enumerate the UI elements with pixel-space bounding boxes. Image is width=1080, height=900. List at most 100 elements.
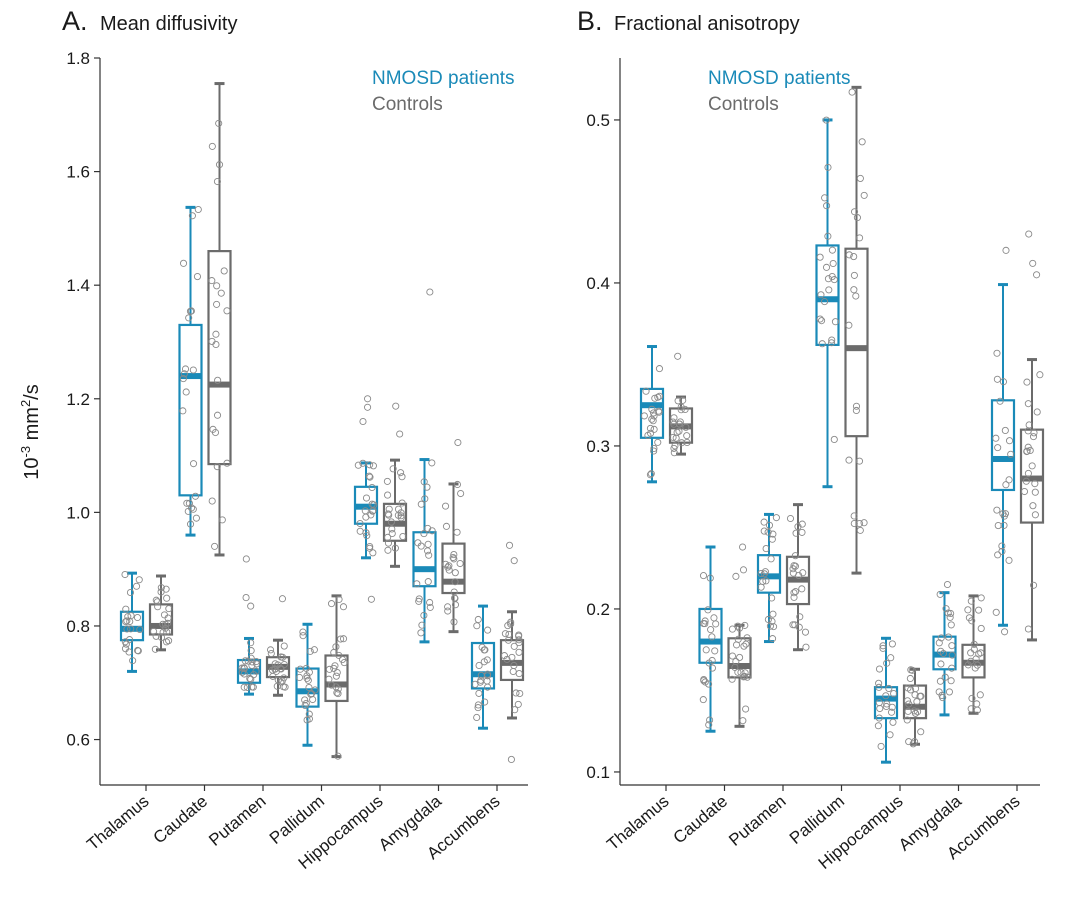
b-patients-3-sample-dot <box>828 336 836 344</box>
panel-b-fractional-anisotropy: B. Fractional anisotropy NMOSD patients … <box>577 6 1045 873</box>
a-controls-6-outlier-dot <box>507 755 515 763</box>
b-patients-3-sample-dot <box>818 340 826 348</box>
b-patients-6-sample-dot <box>992 434 1000 442</box>
b-patients-5-sample-dot <box>937 660 945 668</box>
a-controls-5-sample-dot <box>457 489 465 498</box>
b-patients-4-sample-dot <box>875 683 883 691</box>
b-patients-6-sample-dot <box>993 375 1001 383</box>
panel-b-title: Fractional anisotropy <box>614 13 800 35</box>
a-controls-5-sample-dot <box>450 618 458 626</box>
a-controls-4-sample-dot <box>397 509 405 517</box>
a-controls-1-sample-dot <box>220 267 228 275</box>
a-patients-0-sample-dot <box>126 588 135 597</box>
b-patients-4-sample-dot <box>889 718 897 726</box>
b-patients-5-sample-dot <box>948 664 956 672</box>
b-patients-3-sample-dot <box>824 163 832 171</box>
b-patients-6-sample-dot <box>998 547 1006 555</box>
b-patients-5-sample-dot <box>947 609 955 618</box>
a-controls-6-sample-dot <box>500 652 508 660</box>
b-controls-4-median <box>904 703 926 710</box>
b-controls-6-sample-dot <box>1024 443 1032 451</box>
b-controls-5-sample-dot <box>964 606 972 614</box>
a-controls-0-sample-dot <box>163 594 171 602</box>
b-patients-4-sample-dot <box>886 731 894 739</box>
b-patients-5-sample-dot <box>948 642 956 650</box>
a-controls-4-sample-dot <box>399 532 407 541</box>
a-patients-4-outlier-dot <box>367 595 375 603</box>
a-controls-4-sample-dot <box>384 539 393 547</box>
a-patients-2-sample-dot <box>248 661 256 669</box>
b-patients-0-sample-dot <box>655 392 664 400</box>
b-controls-3-sample-dot <box>850 253 858 261</box>
a-patients-4-sample-dot <box>363 532 371 540</box>
b-controls-0-sample-dot <box>678 439 686 447</box>
a-controls-0-sample-dot <box>163 628 171 636</box>
a-controls-4-median <box>384 520 406 527</box>
a-patients-2-sample-dot <box>241 657 249 665</box>
b-patients-5-sample-dot <box>948 651 956 659</box>
a-controls-2-sample-dot <box>280 642 288 650</box>
a-patients-4-sample-dot <box>356 527 364 535</box>
a-patients-2-sample-dot <box>247 647 255 655</box>
b-category-label-0: Thalamus <box>603 792 672 855</box>
a-patients-5-sample-dot <box>420 478 428 486</box>
a-controls-4-sample-dot <box>388 529 396 538</box>
a-patients-4-sample-dot <box>366 473 374 481</box>
a-controls-3-sample-dot <box>333 668 341 677</box>
b-controls-6-sample-dot <box>1024 469 1032 477</box>
b-controls-3-sample-dot <box>852 406 860 415</box>
b-patients-6-sample-dot <box>993 349 1001 357</box>
a-patients-2-median <box>238 668 260 675</box>
a-controls-1-sample-dot <box>208 277 216 285</box>
a-controls-0-sample-dot <box>159 628 167 636</box>
b-patients-5-sample-dot <box>941 673 949 681</box>
a-controls-5-outlier-dot <box>454 438 462 447</box>
a-patients-5-sample-dot <box>417 542 425 550</box>
b-patients-0-sample-dot <box>647 470 655 478</box>
a-patients-3-sample-dot <box>299 628 307 636</box>
b-controls-6-sample-dot <box>1024 625 1032 633</box>
a-patients-5-sample-dot <box>415 597 423 605</box>
b-controls-4-sample-dot <box>907 686 915 694</box>
a-controls-3-sample-dot <box>334 690 342 698</box>
a-controls-3-sample-dot <box>333 689 341 697</box>
b-controls-6-sample-dot <box>1030 581 1038 589</box>
b-patients-0-box <box>639 387 665 439</box>
a-patients-5-sample-dot <box>426 603 434 611</box>
b-patients-0-sample-dot <box>654 438 662 446</box>
a-patients-5-sample-dot <box>424 578 432 586</box>
b-controls-4-sample-dot <box>911 685 920 693</box>
b-patients-1-sample-dot <box>705 659 713 667</box>
a-controls-1-sample-dot <box>218 516 226 524</box>
b-controls-5-sample-dot <box>976 691 984 699</box>
a-patients-6-sample-dot <box>473 713 481 722</box>
b-controls-2-sample-dot <box>802 643 810 651</box>
a-controls-1-sample-dot <box>217 289 225 297</box>
b-controls-4-sample-dot <box>907 666 915 674</box>
b-controls-1-sample-dot <box>741 669 749 677</box>
a-controls-6-sample-dot <box>504 636 512 644</box>
b-controls-6-sample-dot <box>1023 378 1031 386</box>
a-patients-6-sample-dot <box>483 672 492 680</box>
b-controls-4-sample-dot <box>904 707 912 715</box>
b-patients-1-sample-dot <box>705 680 713 688</box>
b-patients-0-sample-dot <box>650 425 658 433</box>
b-controls-2-sample-dot <box>796 613 804 621</box>
b-patients-2-sample-dot <box>768 635 777 643</box>
a-controls-6-sample-dot <box>508 653 516 661</box>
a-patients-5-sample-dot <box>426 598 434 607</box>
b-patients-3-sample-dot <box>829 259 837 268</box>
b-patients-6-sample-dot <box>1005 437 1014 445</box>
a-patients-4-sample-dot <box>354 461 362 469</box>
a-patients-4-sample-dot <box>362 513 370 521</box>
y-axis-label-unit: mm <box>21 407 43 446</box>
a-patients-4-sample-dot <box>366 461 374 469</box>
a-patients-1-box <box>178 323 203 497</box>
a-controls-5-sample-dot <box>444 603 452 611</box>
a-controls-1-sample-dot <box>208 337 216 345</box>
a-controls-5-sample-dot <box>449 553 457 562</box>
a-patients-4-sample-dot <box>366 544 374 552</box>
b-patients-4-sample-dot <box>875 714 883 722</box>
b-patients-4-sample-dot <box>875 665 884 673</box>
a-controls-0-sample-dot <box>157 633 166 642</box>
